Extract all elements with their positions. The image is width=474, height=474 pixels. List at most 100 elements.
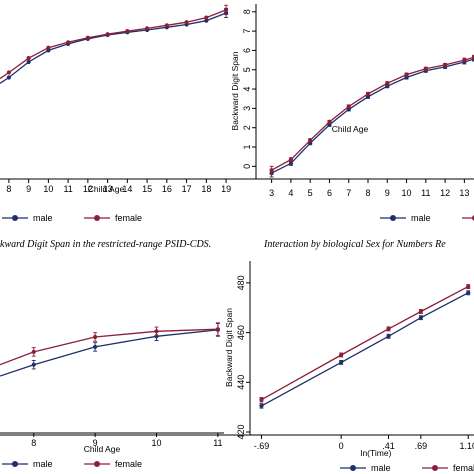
data-point-female xyxy=(154,329,159,334)
data-point-female xyxy=(31,349,36,354)
x-tick-label: 9 xyxy=(26,184,31,194)
series-line-female xyxy=(271,56,474,171)
data-point-male xyxy=(339,360,344,365)
data-point-female xyxy=(471,55,474,60)
y-tick-label: 4 xyxy=(242,87,252,92)
series-line-female xyxy=(0,9,227,80)
x-tick-label: 11 xyxy=(63,184,72,194)
x-axis-label: Child Age xyxy=(84,444,121,454)
series-line-male xyxy=(271,58,474,174)
data-point-female xyxy=(6,70,11,75)
x-tick-label: 9 xyxy=(385,188,390,198)
y-tick-label: 460 xyxy=(236,325,246,340)
x-tick-label: 12 xyxy=(83,184,93,194)
x-tick-label: 15 xyxy=(142,184,152,194)
x-tick-label: 13 xyxy=(459,188,469,198)
data-point-male xyxy=(31,362,36,367)
x-axis-label: ln(Time) xyxy=(361,448,392,458)
y-axis-label: Backward Digit Span xyxy=(230,51,240,130)
data-point-female xyxy=(93,334,98,340)
x-tick-label: 0 xyxy=(339,441,344,451)
x-tick-label: 10 xyxy=(402,188,412,198)
data-point-female xyxy=(26,56,31,61)
data-point-female xyxy=(288,157,294,162)
legend-marker-male xyxy=(12,215,18,221)
data-point-male xyxy=(288,161,294,166)
data-point-female xyxy=(125,29,130,34)
legend-label-male: male xyxy=(371,463,391,473)
series-line-female xyxy=(261,286,469,401)
data-point-female xyxy=(66,40,71,45)
data-point-female xyxy=(466,284,471,289)
x-tick-label: 8 xyxy=(6,184,11,194)
series-line-female xyxy=(0,328,218,366)
data-point-female xyxy=(385,81,390,86)
y-axis-label: Backward Digit Span xyxy=(224,308,234,387)
data-point-female xyxy=(404,72,409,77)
data-point-female xyxy=(442,62,448,68)
x-tick-label: 7 xyxy=(346,188,351,198)
figure-caption-left: kward Digit Span in the restricted-range… xyxy=(0,239,211,250)
legend-label-male: male xyxy=(33,213,53,223)
y-tick-label: 5 xyxy=(242,67,252,72)
x-tick-label: 5 xyxy=(308,188,313,198)
legend-marker-male xyxy=(12,461,18,467)
y-tick-label: 8 xyxy=(242,9,252,14)
x-tick-label: 14 xyxy=(122,184,132,194)
y-tick-label: 2 xyxy=(242,125,252,130)
x-tick-label: 11 xyxy=(213,438,222,448)
data-point-male xyxy=(386,334,391,339)
data-point-female xyxy=(339,352,344,358)
x-tick-label: 10 xyxy=(43,184,53,194)
data-point-male xyxy=(466,290,471,295)
x-tick-label: 9 xyxy=(93,438,98,448)
y-tick-label: 1 xyxy=(242,145,252,150)
data-point-female xyxy=(144,26,150,31)
data-point-female xyxy=(386,326,391,331)
legend-marker-female xyxy=(432,465,438,471)
x-tick-label: 12 xyxy=(440,188,450,198)
x-tick-label: 4 xyxy=(288,188,293,198)
legend-label-male: male xyxy=(33,459,53,469)
x-tick-label: 18 xyxy=(201,184,211,194)
data-point-female xyxy=(85,35,90,40)
data-point-female xyxy=(164,23,169,28)
x-tick-label: 17 xyxy=(182,184,192,194)
data-point-male xyxy=(93,344,98,350)
data-point-female xyxy=(327,119,332,125)
data-point-female xyxy=(346,104,351,109)
legend-marker-female xyxy=(94,215,100,221)
x-tick-label: .41 xyxy=(382,441,395,451)
legend-marker-female xyxy=(94,461,100,467)
chart-panel-bottom-left: 8 9 10 11 Child Age male female xyxy=(0,322,224,469)
data-point-female xyxy=(365,91,371,96)
x-tick-label: 11 xyxy=(421,188,430,198)
data-point-male xyxy=(6,75,11,80)
x-tick-label: 8 xyxy=(365,188,370,198)
series-line-male xyxy=(261,292,469,407)
x-axis-label: Child Age xyxy=(332,124,369,134)
legend-label-male: male xyxy=(411,213,431,223)
data-point-female xyxy=(423,66,428,71)
data-point-male xyxy=(259,403,264,409)
data-point-female xyxy=(46,45,51,50)
x-tick-label: -.69 xyxy=(254,441,270,451)
y-tick-label: 440 xyxy=(236,375,246,390)
data-point-female xyxy=(223,7,229,12)
x-tick-label: 1.10 xyxy=(459,441,474,451)
chart-panel-bottom-right: -.69 0 .41 .69 1.10 420 440 460 480 Backward Digi… xyxy=(0,261,474,473)
legend-label-female: female xyxy=(115,459,142,469)
data-point-female xyxy=(462,57,467,63)
data-point-female xyxy=(215,327,220,332)
x-tick-label: 6 xyxy=(327,188,332,198)
data-point-female xyxy=(308,138,313,143)
data-point-female xyxy=(105,32,110,37)
x-tick-label: 3 xyxy=(269,188,274,198)
y-tick-label: 3 xyxy=(242,106,252,111)
x-tick-label: 10 xyxy=(151,438,161,448)
x-axis-label: Child Age xyxy=(88,184,125,194)
data-point-female xyxy=(204,15,209,20)
y-tick-label: 7 xyxy=(242,29,252,34)
